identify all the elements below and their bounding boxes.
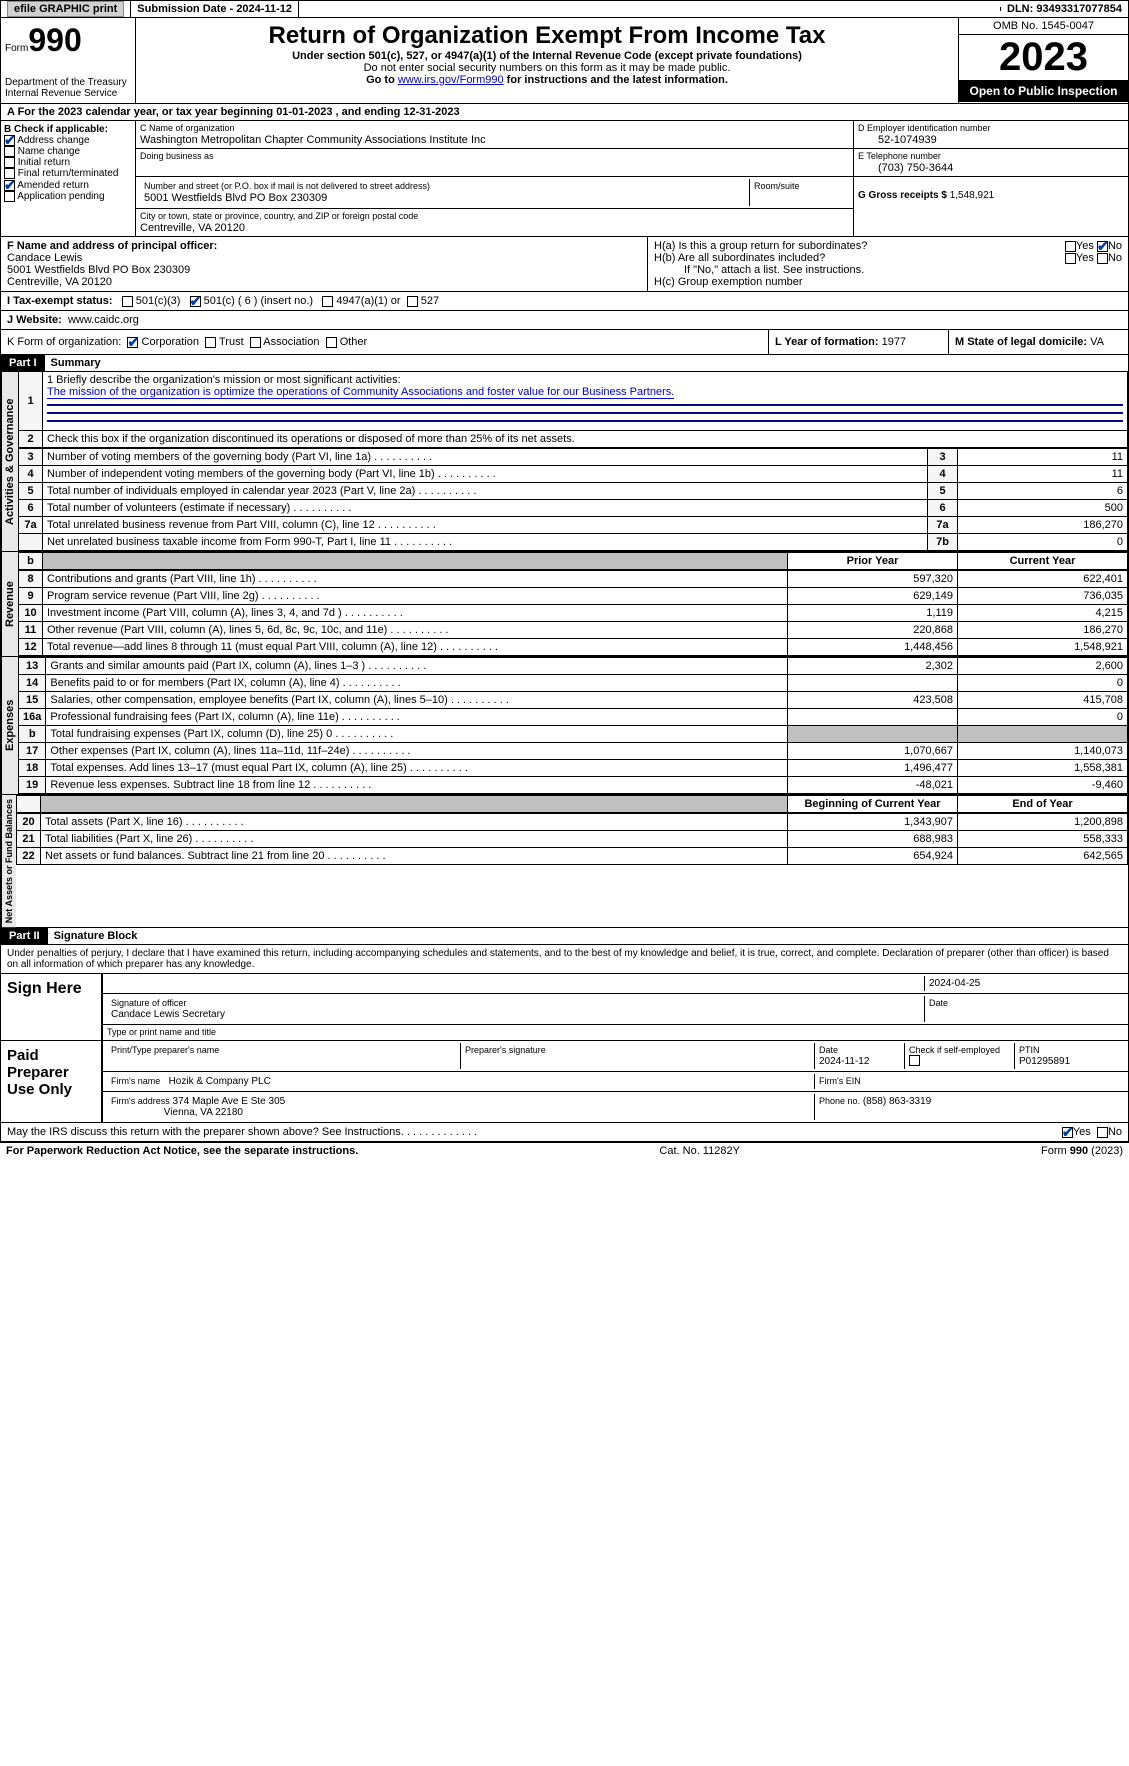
vtab-revenue: Revenue (1, 552, 18, 656)
check-self-employed[interactable] (909, 1055, 920, 1066)
open-public-inspection: Open to Public Inspection (959, 80, 1128, 102)
page-footer: For Paperwork Reduction Act Notice, see … (0, 1142, 1129, 1159)
table-row: 9Program service revenue (Part VIII, lin… (19, 588, 1128, 605)
check-address-change[interactable] (4, 135, 15, 146)
table-row: Net unrelated business taxable income fr… (19, 534, 1128, 551)
table-row: 7aTotal unrelated business revenue from … (19, 517, 1128, 534)
ein: 52-1074939 (858, 134, 937, 146)
part1-body: Activities & Governance 1 1 Briefly desc… (0, 372, 1129, 551)
check-discuss-yes[interactable] (1062, 1127, 1073, 1138)
omb-number: OMB No. 1545-0047 (959, 18, 1128, 35)
table-row: 15Salaries, other compensation, employee… (19, 692, 1128, 709)
officer-name: Candace Lewis (7, 252, 82, 264)
officer-addr2: Centreville, VA 20120 (7, 276, 112, 288)
check-discuss-no[interactable] (1097, 1127, 1108, 1138)
org-name: Washington Metropolitan Chapter Communit… (140, 134, 486, 146)
state-domicile: VA (1090, 336, 1104, 348)
check-trust[interactable] (205, 337, 216, 348)
check-527[interactable] (407, 296, 418, 307)
table-row: 12Total revenue—add lines 8 through 11 (… (19, 639, 1128, 656)
check-501c3[interactable] (122, 296, 133, 307)
officer-addr1: 5001 Westfields Blvd PO Box 230309 (7, 264, 190, 276)
table-row: 16aProfessional fundraising fees (Part I… (19, 709, 1128, 726)
check-ha-no[interactable] (1097, 241, 1108, 252)
table-row: 8Contributions and grants (Part VIII, li… (19, 571, 1128, 588)
tax-exempt-row: I Tax-exempt status: 501(c)(3) 501(c) ( … (0, 292, 1129, 311)
klm-row: K Form of organization: Corporation Trus… (0, 330, 1129, 355)
form-header: Form990 Department of the Treasury Inter… (0, 18, 1129, 104)
dept-treasury: Department of the Treasury Internal Reve… (5, 77, 131, 99)
year-formation: 1977 (882, 336, 906, 348)
catalog-number: Cat. No. 11282Y (659, 1145, 740, 1157)
table-row: 17Other expenses (Part IX, column (A), l… (19, 743, 1128, 760)
table-row: 21Total liabilities (Part X, line 26)688… (17, 831, 1128, 848)
perjury-declaration: Under penalties of perjury, I declare th… (0, 945, 1129, 974)
website: www.caidc.org (68, 314, 139, 326)
city-state-zip: Centreville, VA 20120 (140, 222, 245, 234)
signature-block: Sign Here 2024-04-25 Signature of office… (0, 974, 1129, 1123)
table-row: 4Number of independent voting members of… (19, 466, 1128, 483)
check-hb-no[interactable] (1097, 253, 1108, 264)
table-row: 19Revenue less expenses. Subtract line 1… (19, 777, 1128, 794)
officer-signature-name: Candace Lewis Secretary (111, 1009, 225, 1020)
table-row: bTotal fundraising expenses (Part IX, co… (19, 726, 1128, 743)
part1-header: Part I Summary (0, 355, 1129, 372)
part2-header: Part II Signature Block (0, 928, 1129, 945)
firm-addr1: 374 Maple Ave E Ste 305 (173, 1096, 286, 1107)
table-row: 11Other revenue (Part VIII, column (A), … (19, 622, 1128, 639)
vtab-netassets: Net Assets or Fund Balances (1, 795, 16, 927)
check-501c[interactable] (190, 296, 201, 307)
submission-date: Submission Date - 2024-11-12 (131, 1, 299, 17)
check-4947a1[interactable] (322, 296, 333, 307)
topbar: efile GRAPHIC print Submission Date - 20… (0, 0, 1129, 18)
vtab-expenses: Expenses (1, 657, 18, 794)
check-ha-yes[interactable] (1065, 241, 1076, 252)
firm-name: Hozik & Company PLC (169, 1076, 271, 1087)
mission: The mission of the organization is optim… (47, 386, 674, 399)
may-irs-discuss: May the IRS discuss this return with the… (0, 1123, 1129, 1142)
form-number: 990 (28, 22, 81, 58)
table-row: 22Net assets or fund balances. Subtract … (17, 848, 1128, 865)
preparer-date: 2024-11-12 (819, 1056, 869, 1067)
table-row: 18Total expenses. Add lines 13–17 (must … (19, 760, 1128, 777)
check-other[interactable] (326, 337, 337, 348)
ptin: P01295891 (1019, 1056, 1070, 1067)
table-row: 20Total assets (Part X, line 16)1,343,90… (17, 814, 1128, 831)
gross-receipts: 1,548,921 (950, 190, 995, 201)
officer-group-section: F Name and address of principal officer:… (0, 237, 1129, 292)
table-row: 14Benefits paid to or for members (Part … (19, 675, 1128, 692)
check-corporation[interactable] (127, 337, 138, 348)
check-name-change[interactable] (4, 146, 15, 157)
irs-link[interactable]: www.irs.gov/Form990 (398, 74, 504, 86)
telephone: (703) 750-3644 (858, 162, 953, 174)
group-exemption: H(c) Group exemption number (654, 276, 1122, 288)
form-word: Form (5, 43, 28, 54)
table-row: 5Total number of individuals employed in… (19, 483, 1128, 500)
check-association[interactable] (250, 337, 261, 348)
form-title: Return of Organization Exempt From Incom… (140, 22, 954, 50)
firm-addr2: Vienna, VA 22180 (164, 1107, 243, 1118)
tax-year: 2023 (959, 35, 1128, 80)
check-hb-yes[interactable] (1065, 253, 1076, 264)
check-initial-return[interactable] (4, 157, 15, 168)
ssn-note: Do not enter social security numbers on … (140, 62, 954, 74)
check-amended-return[interactable] (4, 180, 15, 191)
firm-phone: (858) 863-3319 (863, 1096, 931, 1107)
form-subtitle: Under section 501(c), 527, or 4947(a)(1)… (140, 50, 954, 62)
street-address: 5001 Westfields Blvd PO Box 230309 (144, 192, 327, 204)
check-application-pending[interactable] (4, 191, 15, 202)
entity-info-section: B Check if applicable: Address change Na… (0, 121, 1129, 237)
table-row: 13Grants and similar amounts paid (Part … (19, 658, 1128, 675)
website-row: J Website: www.caidc.org (0, 311, 1129, 330)
table-row: 6Total number of volunteers (estimate if… (19, 500, 1128, 517)
efile-print-button[interactable]: efile GRAPHIC print (7, 1, 124, 17)
b-checkboxes: B Check if applicable: Address change Na… (1, 121, 136, 236)
tax-year-range: A For the 2023 calendar year, or tax yea… (0, 104, 1129, 121)
table-row: 3Number of voting members of the governi… (19, 449, 1128, 466)
officer-sign-date: 2024-04-25 (924, 976, 1124, 991)
vtab-activities: Activities & Governance (1, 372, 18, 551)
dln: DLN: 93493317077854 (1001, 1, 1128, 17)
table-row: 10Investment income (Part VIII, column (… (19, 605, 1128, 622)
